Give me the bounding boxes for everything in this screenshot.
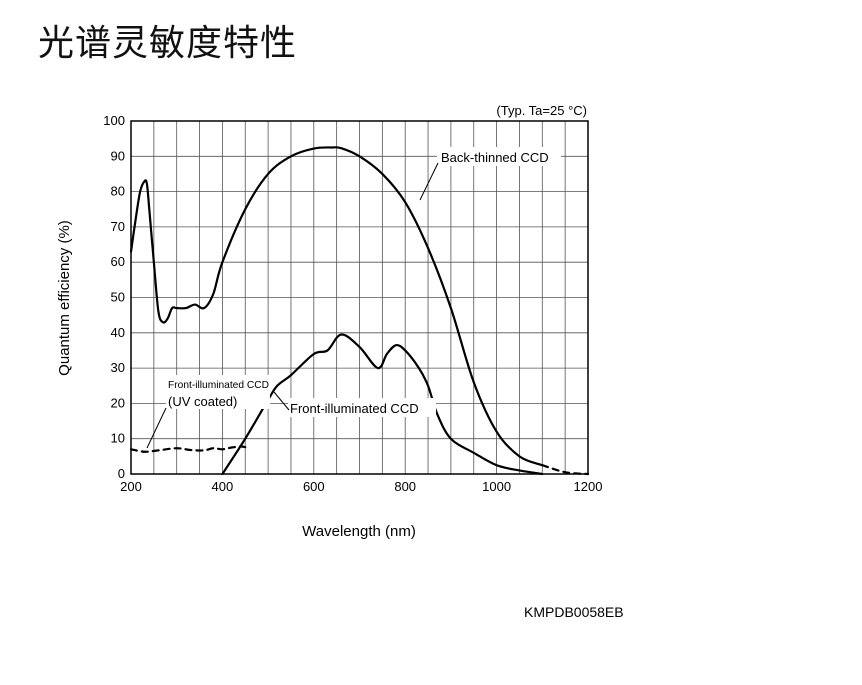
annotations: Back-thinned CCD Front-illuminated CCD F… (146, 147, 561, 449)
x-tick-label: 800 (394, 479, 416, 494)
uv-coated-label-line2: (UV coated) (168, 394, 237, 409)
x-tick-label: 1200 (574, 479, 603, 494)
front-illuminated-uv-coated-line (129, 445, 247, 453)
back-thinned-ccd-extrapolated-line (541, 464, 590, 476)
y-tick-label: 0 (118, 466, 125, 481)
uv-coated-label-line1: Front-illuminated CCD (168, 379, 269, 391)
condition-label: (Typ. Ta=25 °C) (496, 103, 587, 118)
y-tick-label: 20 (111, 395, 125, 410)
back-thinned-ccd-line (129, 146, 544, 467)
back-thinned-label-bg (437, 147, 561, 166)
front-illuminated-ccd-line (221, 333, 544, 476)
y-tick-label: 10 (111, 431, 125, 446)
x-tick-label: 1000 (482, 479, 511, 494)
y-tick-label: 70 (111, 219, 125, 234)
uv-coated-leader (146, 407, 167, 449)
x-tick-label: 600 (303, 479, 325, 494)
back-thinned-leader (419, 162, 439, 201)
uv-coated-label-bg (166, 375, 270, 409)
back-thinned-label: Back-thinned CCD (441, 150, 549, 165)
page-title: 光谱灵敏度特性 (38, 23, 298, 64)
tick-labels: 200 400 600 800 1000 1200 0 10 20 30 40 50 60 70 80 90 1… (103, 113, 602, 494)
y-tick-label: 30 (111, 360, 125, 375)
y-tick-label: 60 (111, 254, 125, 269)
y-tick-label: 50 (111, 290, 125, 305)
y-tick-label: 90 (111, 148, 125, 163)
front-illuminated-leader (273, 391, 290, 411)
y-tick-label: 80 (111, 184, 125, 199)
figure-code: KMPDB0058EB (524, 604, 624, 620)
front-illuminated-label-bg (288, 398, 436, 417)
y-axis-title: Quantum efficiency (%) (56, 220, 73, 376)
front-illuminated-label: Front-illuminated CCD (290, 401, 419, 416)
y-tick-label: 40 (111, 325, 125, 340)
x-tick-label: 200 (120, 479, 142, 494)
x-axis-title: Wavelength (nm) (302, 523, 416, 540)
plot-frame (130, 120, 589, 475)
grid (131, 121, 588, 474)
x-tick-label: 400 (212, 479, 234, 494)
series-lines (129, 146, 590, 476)
y-tick-label: 100 (103, 113, 125, 128)
